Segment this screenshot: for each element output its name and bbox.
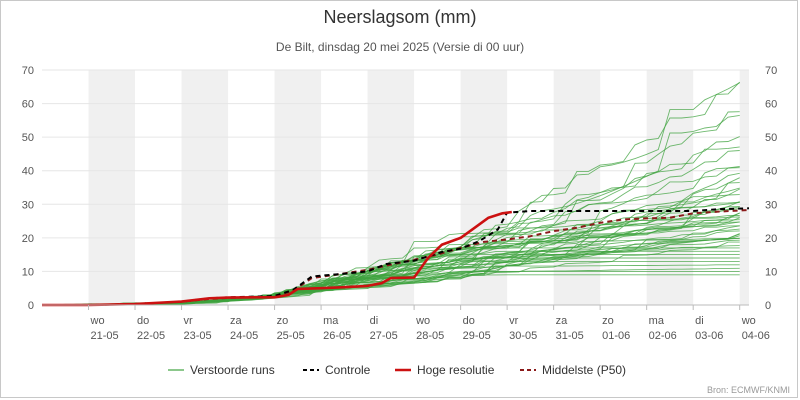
x-tick-day-label: wo [415, 315, 430, 327]
chart-subtitle: De Bilt, dinsdag 20 mei 2025 (Versie di … [275, 40, 525, 54]
x-tick-date-label: 24-05 [230, 330, 258, 342]
legend-label-ensemble: Verstoorde runs [190, 363, 275, 377]
y-tick-label-left: 60 [22, 99, 34, 111]
x-tick-date-label: 02-06 [649, 330, 677, 342]
y-tick-label-left: 20 [22, 233, 34, 245]
legend-item-hires[interactable]: Hoge resolutie [395, 362, 494, 378]
x-tick-date-label: 23-05 [184, 330, 212, 342]
x-tick-date-label: 25-05 [277, 330, 305, 342]
x-tick-date-label: 30-05 [509, 330, 537, 342]
x-tick-date-label: 21-05 [91, 330, 119, 342]
x-tick-day-label: di [695, 315, 704, 327]
y-tick-label-left: 0 [28, 300, 34, 312]
y-tick-label-left: 70 [22, 65, 34, 77]
legend-swatch-median [520, 369, 536, 371]
y-tick-label-right: 40 [765, 166, 777, 178]
chart-title: Neerslagsom (mm) [323, 7, 477, 27]
x-tick-day-label: zo [602, 315, 614, 327]
y-tick-label-left: 40 [22, 166, 34, 178]
weekday-band-7 [739, 70, 749, 305]
y-tick-label-right: 10 [765, 266, 777, 278]
x-tick-date-label: 27-05 [370, 330, 398, 342]
x-tick-date-label: 26-05 [323, 330, 351, 342]
x-tick-day-label: zo [277, 315, 289, 327]
y-tick-label-left: 30 [22, 199, 34, 211]
axes: 0 0 10 10 20 20 30 30 40 40 50 50 60 60 70 70 wo 21-05 do 2… [22, 65, 778, 342]
x-tick-day-label: di [370, 315, 379, 327]
x-tick-day-label: ma [649, 315, 665, 327]
hires-series-line [42, 210, 512, 307]
x-tick-day-label: wo [90, 315, 105, 327]
legend-label-hires: Hoge resolutie [417, 363, 495, 377]
y-tick-label-right: 0 [765, 300, 771, 312]
x-tick-date-label: 29-05 [463, 330, 491, 342]
y-tick-label-left: 10 [22, 266, 34, 278]
legend: Verstoorde runs Controle Hoge resolutie … [0, 362, 800, 378]
source-credit: Bron: ECMWF/KNMI [706, 385, 790, 395]
x-tick-date-label: 03-06 [695, 330, 723, 342]
weekday-band-1 [181, 70, 229, 305]
y-tick-label-left: 50 [22, 132, 34, 144]
weekday-bands [88, 70, 749, 305]
legend-swatch-hires [395, 368, 411, 372]
y-tick-label-right: 60 [765, 99, 777, 111]
y-tick-label-right: 70 [765, 65, 777, 77]
x-tick-day-label: vr [509, 315, 519, 327]
x-tick-day-label: za [556, 315, 569, 327]
weekday-band-2 [274, 70, 322, 305]
legend-item-median[interactable]: Middelste (P50) [520, 362, 626, 378]
y-tick-label-right: 50 [765, 132, 777, 144]
legend-swatch-control [303, 369, 319, 371]
x-tick-date-label: 31-05 [556, 330, 584, 342]
y-tick-label-right: 20 [765, 233, 777, 245]
x-tick-day-label: do [137, 315, 149, 327]
x-tick-day-label: ma [323, 315, 339, 327]
legend-swatch-ensemble [168, 369, 184, 371]
x-tick-day-label: wo [741, 315, 756, 327]
legend-item-control[interactable]: Controle [303, 362, 370, 378]
legend-item-ensemble[interactable]: Verstoorde runs [168, 362, 275, 378]
x-tick-day-label: do [463, 315, 475, 327]
legend-label-control: Controle [325, 363, 371, 377]
y-tick-label-right: 30 [765, 199, 777, 211]
main-series-lines [42, 207, 750, 307]
x-tick-date-label: 04-06 [742, 330, 770, 342]
legend-label-median: Middelste (P50) [542, 363, 627, 377]
weekday-band-5 [553, 70, 601, 305]
x-tick-day-label: vr [184, 315, 194, 327]
weekday-band-0 [88, 70, 136, 305]
x-tick-day-label: za [230, 315, 243, 327]
x-tick-date-label: 28-05 [416, 330, 444, 342]
x-tick-date-label: 22-05 [137, 330, 165, 342]
x-tick-date-label: 01-06 [602, 330, 630, 342]
